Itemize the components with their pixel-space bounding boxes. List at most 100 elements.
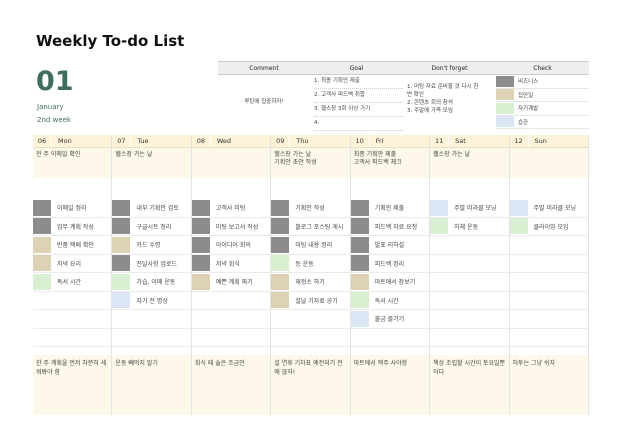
dont-forget-item[interactable]: 번 확인	[407, 92, 424, 98]
day-memo[interactable]: 헬스장 가는 날	[112, 148, 191, 178]
task-row[interactable]: 주말 미라클 모닝	[430, 199, 509, 218]
task-row[interactable]	[509, 255, 588, 273]
task-row[interactable]: 클라이밍 모임	[509, 218, 588, 236]
day-column-sun: 12 Sun 주말 미라클 모닝 클라이밍 모임 허투는 그냥 쉬자	[509, 135, 589, 415]
task-row[interactable]: 독서 시간	[33, 273, 112, 292]
day-memo[interactable]: 전 주 이메일 확인	[33, 148, 112, 178]
task-row[interactable]: 카드 수령	[112, 236, 191, 255]
goal-item[interactable]: 2. 고객사 피드백 취합	[314, 89, 403, 103]
task-text: 주말 미라클 모닝	[533, 205, 576, 213]
day-note[interactable]: 한 주 계획을 먼저 차분히 세워봐야 함	[33, 355, 112, 415]
task-row[interactable]: 기획안 제출	[350, 199, 430, 218]
task-row[interactable]	[112, 310, 191, 329]
task-row[interactable]	[191, 329, 271, 347]
day-memo[interactable]: 헬스장 가는 날	[430, 148, 509, 178]
task-row[interactable]: 불금 즐기기	[350, 310, 430, 329]
task-row[interactable]	[430, 255, 509, 273]
day-note[interactable]: 마트에서 맥주 사야함	[350, 355, 430, 415]
task-row[interactable]	[509, 310, 588, 329]
task-row[interactable]	[33, 329, 112, 347]
day-note[interactable]: 회식 때 술은 조금만	[191, 355, 271, 415]
task-row[interactable]	[509, 292, 588, 310]
day-note[interactable]: 허투는 그냥 쉬자	[509, 355, 588, 415]
task-category-swatch	[350, 255, 369, 272]
task-row[interactable]	[112, 329, 191, 347]
task-text: 기획안 작성	[295, 205, 325, 213]
task-row[interactable]	[350, 329, 430, 347]
task-row[interactable]: 구글시트 정리	[112, 218, 191, 236]
goal-item[interactable]: 1. 최종 기획안 제출	[314, 75, 403, 89]
task-row[interactable]: 블로그 포스팅 게시	[271, 218, 350, 236]
task-row[interactable]: 아이디어 회의	[191, 236, 271, 255]
task-row[interactable]	[271, 329, 350, 347]
task-text: 설날 기자료 공기	[295, 297, 338, 305]
task-row[interactable]	[509, 273, 588, 292]
task-row[interactable]: 내부 기획안 검토	[112, 199, 191, 218]
day-note[interactable]: 책상 조립할 시간이 토요일뿐이다	[430, 355, 509, 415]
check-item[interactable]: 습관	[496, 116, 589, 129]
dont-forget-item[interactable]: 2. 콘텐츠 회의 참석	[407, 100, 453, 106]
task-row[interactable]: 피드백 정리	[350, 255, 430, 273]
task-row[interactable]: 마트에서 장보기	[350, 273, 430, 292]
category-swatch	[496, 89, 514, 101]
day-memo[interactable]	[509, 148, 588, 178]
task-row[interactable]: 저녁 회식	[191, 255, 271, 273]
task-row[interactable]	[191, 292, 271, 310]
task-row[interactable]: 기획안 작성	[271, 199, 350, 218]
task-row[interactable]	[191, 310, 271, 329]
task-row[interactable]: 가습, 이메 운동	[112, 273, 191, 292]
task-row[interactable]	[509, 329, 588, 347]
dont-forget-item[interactable]: 1. 미팅 자료 준비할 것 다시 한	[407, 84, 479, 90]
task-row[interactable]: 전달사항 업로드	[112, 255, 191, 273]
task-row[interactable]: 예쁜 계획 짜기	[191, 273, 271, 292]
task-row[interactable]	[430, 292, 509, 310]
task-row[interactable]: 독서 시간	[350, 292, 430, 310]
task-category-swatch	[33, 199, 51, 216]
task-row[interactable]: 반품 택배 확인	[33, 236, 112, 255]
task-row[interactable]	[430, 329, 509, 347]
task-row[interactable]: 고객사 미팅	[191, 199, 271, 218]
task-row[interactable]: 저녁 요리	[33, 255, 112, 273]
goal-item[interactable]: 4.	[314, 117, 403, 131]
day-memo[interactable]: 헬스장 가는 날 기획안 초안 작성	[271, 148, 350, 178]
day-header: 11 Sat	[430, 135, 509, 148]
check-item[interactable]: 비즈니스	[496, 75, 589, 89]
task-row[interactable]: 업무 계획 작성	[33, 218, 112, 236]
task-row[interactable]	[271, 310, 350, 329]
task-row[interactable]	[33, 310, 112, 329]
task-row[interactable]	[430, 273, 509, 292]
check-legend: 비즈니스 집안일 자기계발 습관	[496, 75, 589, 129]
task-row[interactable]: 미팅 보고서 작성	[191, 218, 271, 236]
task-category-swatch	[430, 218, 449, 235]
day-note[interactable]: 설 연휴 기차표 예전되기 전에 끊자!	[271, 355, 350, 415]
check-item[interactable]: 집안일	[496, 89, 589, 102]
task-row[interactable]: 하체 운동	[430, 218, 509, 236]
task-row[interactable]: 주말 미라클 모닝	[509, 199, 588, 218]
goal-item[interactable]: 3. 헬스장 3회 이상 가기	[314, 103, 403, 117]
task-row[interactable]: 자기 전 명상	[112, 292, 191, 310]
task-row[interactable]	[430, 236, 509, 255]
day-memo[interactable]	[191, 148, 271, 178]
task-row[interactable]	[430, 310, 509, 329]
task-text: 구글시트 정리	[136, 223, 172, 231]
day-number: 09	[271, 135, 291, 147]
check-item[interactable]: 자기계발	[496, 102, 589, 116]
task-text: 이메일 정리	[57, 205, 87, 213]
task-row[interactable]: 설날 기자료 공기	[271, 292, 350, 310]
date-number: 01	[36, 66, 74, 97]
comment-text[interactable]: 루틴에 집중하자!	[244, 99, 284, 105]
day-note[interactable]: 운동 빼먹지 말기	[112, 355, 191, 415]
task-row[interactable]: 발표 리허설	[350, 236, 430, 255]
dont-forget-item[interactable]: 3. 주말에 가족 모임	[407, 108, 453, 114]
task-row[interactable]: 피드백 자료 요청	[350, 218, 430, 236]
task-row[interactable]: 재정소 하기	[271, 273, 350, 292]
task-row[interactable]	[33, 292, 112, 310]
task-row[interactable]: 이메일 정리	[33, 199, 112, 218]
summary-header-goal: Goal	[349, 64, 364, 72]
task-row[interactable]	[509, 236, 588, 255]
day-memo[interactable]: 최종 기획안 제출 고객사 피드백 체크	[350, 148, 430, 178]
task-row[interactable]: 미팅 내용 정리	[271, 236, 350, 255]
task-row[interactable]: 등 운동	[271, 255, 350, 273]
task-category-swatch	[191, 255, 210, 272]
